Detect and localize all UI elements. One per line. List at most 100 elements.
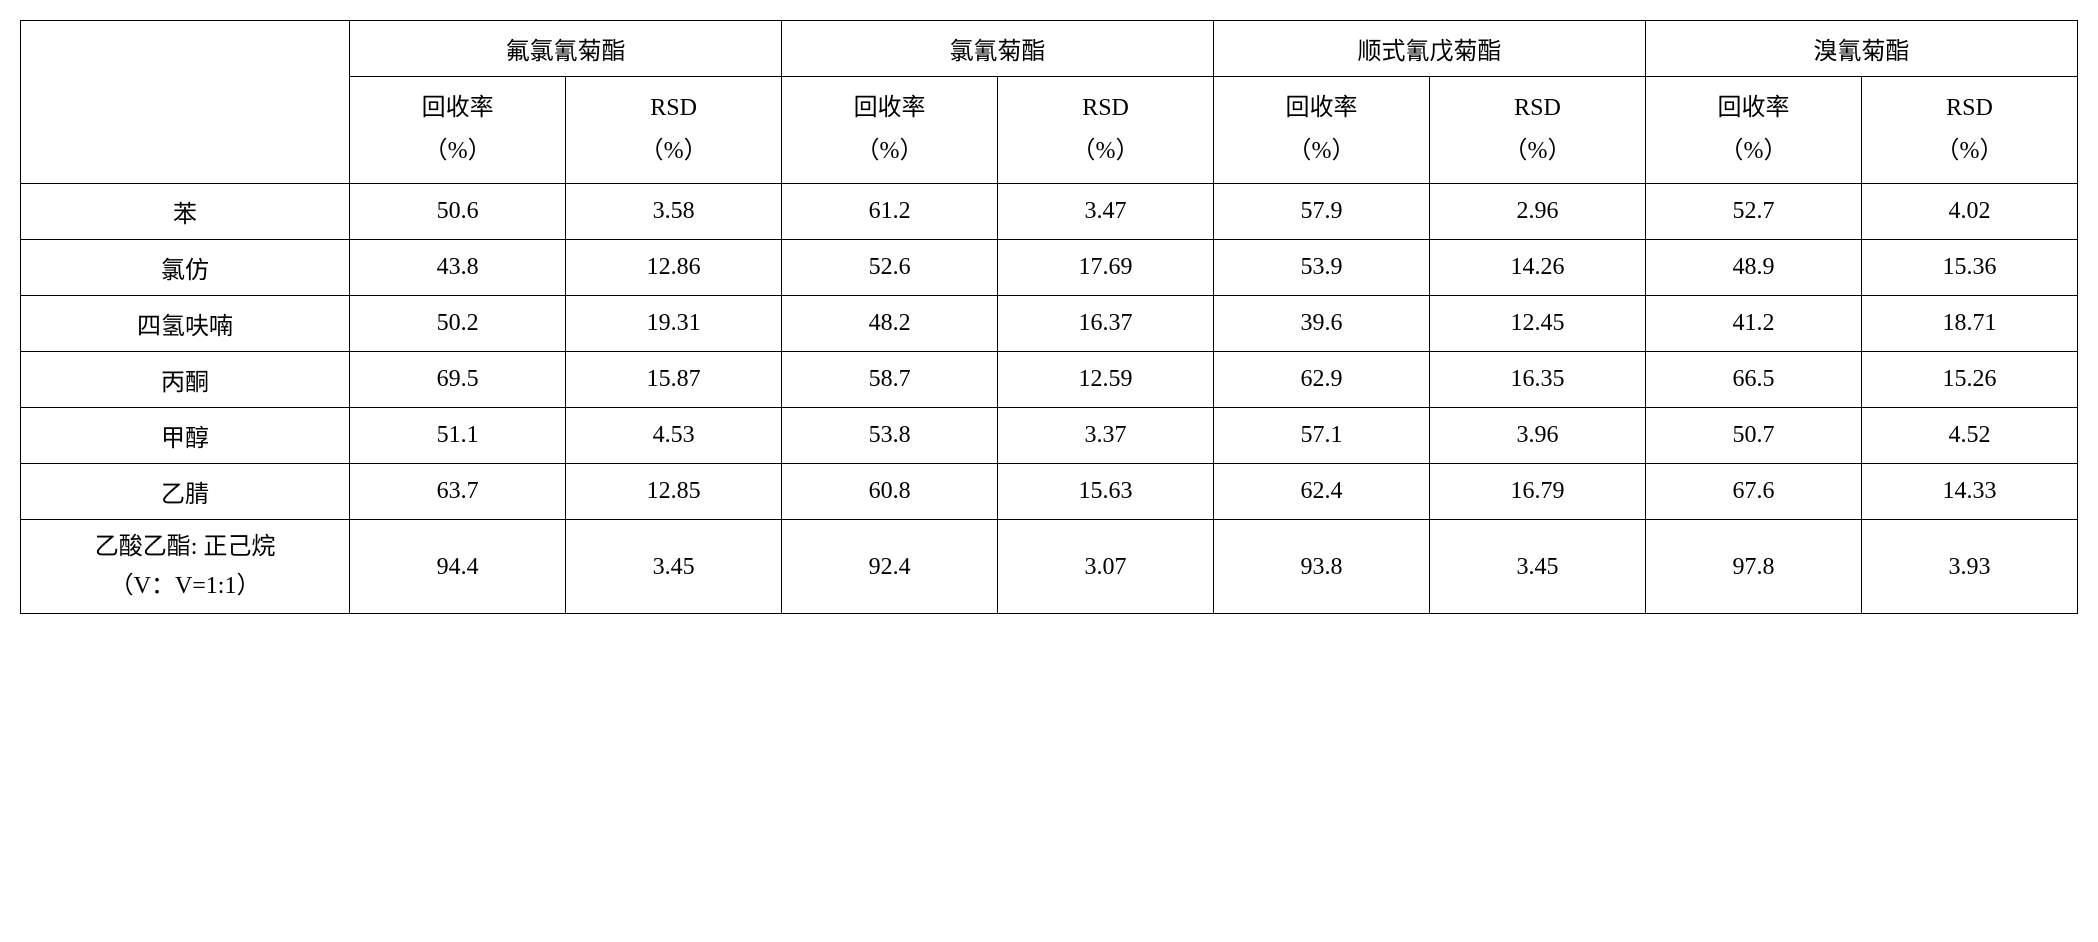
subheader-recovery: 回收率（%） bbox=[782, 77, 998, 184]
subheader-unit: （%） bbox=[1504, 138, 1572, 164]
subheader-label: 回收率 bbox=[1718, 95, 1790, 121]
subheader-label: 回收率 bbox=[422, 95, 494, 121]
cell-value: 14.33 bbox=[1862, 464, 2078, 520]
subheader-unit: （%） bbox=[1720, 138, 1788, 164]
row-label: 乙腈 bbox=[21, 464, 350, 520]
subheader-rsd: RSD （%） bbox=[566, 77, 782, 184]
table-row: 甲醇 51.1 4.53 53.8 3.37 57.1 3.96 50.7 4.… bbox=[21, 408, 2078, 464]
cell-value: 18.71 bbox=[1862, 296, 2078, 352]
col-header-1: 氟氯氰菊酯 bbox=[350, 21, 782, 77]
row-label: 氯仿 bbox=[21, 240, 350, 296]
row-label-line1: 乙酸乙酯: 正己烷 bbox=[95, 534, 276, 560]
cell-value: 16.37 bbox=[998, 296, 1214, 352]
cell-value: 4.02 bbox=[1862, 184, 2078, 240]
cell-value: 3.47 bbox=[998, 184, 1214, 240]
cell-value: 3.45 bbox=[566, 520, 782, 614]
cell-value: 15.87 bbox=[566, 352, 782, 408]
cell-value: 2.96 bbox=[1430, 184, 1646, 240]
cell-value: 14.26 bbox=[1430, 240, 1646, 296]
cell-value: 19.31 bbox=[566, 296, 782, 352]
subheader-label: 回收率 bbox=[1286, 95, 1358, 121]
data-table: 氟氯氰菊酯 氯氰菊酯 顺式氰戊菊酯 溴氰菊酯 回收率 （%） RSD （%） 回收率… bbox=[20, 20, 2078, 614]
cell-value: 15.63 bbox=[998, 464, 1214, 520]
row-label: 丙酮 bbox=[21, 352, 350, 408]
subheader-label: 回收率 bbox=[854, 95, 926, 121]
cell-value: 66.5 bbox=[1646, 352, 1862, 408]
cell-value: 3.37 bbox=[998, 408, 1214, 464]
subheader-unit: （%） bbox=[1936, 138, 2004, 164]
row-label-line2: （V：V=1:1） bbox=[110, 573, 261, 599]
cell-value: 15.26 bbox=[1862, 352, 2078, 408]
subheader-rsd: RSD （%） bbox=[1862, 77, 2078, 184]
cell-value: 12.45 bbox=[1430, 296, 1646, 352]
cell-value: 53.9 bbox=[1214, 240, 1430, 296]
cell-value: 4.52 bbox=[1862, 408, 2078, 464]
cell-value: 41.2 bbox=[1646, 296, 1862, 352]
subheader-rsd: RSD （%） bbox=[998, 77, 1214, 184]
cell-value: 57.9 bbox=[1214, 184, 1430, 240]
row-label: 甲醇 bbox=[21, 408, 350, 464]
cell-value: 17.69 bbox=[998, 240, 1214, 296]
cell-value: 52.7 bbox=[1646, 184, 1862, 240]
cell-value: 3.45 bbox=[1430, 520, 1646, 614]
cell-value: 62.4 bbox=[1214, 464, 1430, 520]
subheader-label: RSD bbox=[650, 95, 697, 121]
cell-value: 60.8 bbox=[782, 464, 998, 520]
cell-value: 43.8 bbox=[350, 240, 566, 296]
cell-value: 16.35 bbox=[1430, 352, 1646, 408]
table-row: 四氢呋喃 50.2 19.31 48.2 16.37 39.6 12.45 41… bbox=[21, 296, 2078, 352]
table-row: 乙酸乙酯: 正己烷 （V：V=1:1） 94.4 3.45 92.4 3.07 9… bbox=[21, 520, 2078, 614]
cell-value: 48.9 bbox=[1646, 240, 1862, 296]
cell-value: 48.2 bbox=[782, 296, 998, 352]
col-header-2: 氯氰菊酯 bbox=[782, 21, 1214, 77]
col-header-4: 溴氰菊酯 bbox=[1646, 21, 2078, 77]
cell-value: 50.7 bbox=[1646, 408, 1862, 464]
cell-value: 4.53 bbox=[566, 408, 782, 464]
subheader-unit: （%） bbox=[424, 138, 492, 164]
empty-header-cell bbox=[21, 21, 350, 184]
cell-value: 97.8 bbox=[1646, 520, 1862, 614]
row-label: 四氢呋喃 bbox=[21, 296, 350, 352]
subheader-unit: （%） bbox=[1288, 138, 1356, 164]
header-row-1: 氟氯氰菊酯 氯氰菊酯 顺式氰戊菊酯 溴氰菊酯 bbox=[21, 21, 2078, 77]
subheader-recovery: 回收率 （%） bbox=[350, 77, 566, 184]
cell-value: 51.1 bbox=[350, 408, 566, 464]
table-row: 乙腈 63.7 12.85 60.8 15.63 62.4 16.79 67.6… bbox=[21, 464, 2078, 520]
subheader-label: RSD bbox=[1514, 95, 1561, 121]
cell-value: 50.6 bbox=[350, 184, 566, 240]
cell-value: 3.93 bbox=[1862, 520, 2078, 614]
row-label-multiline: 乙酸乙酯: 正己烷 （V：V=1:1） bbox=[21, 520, 350, 614]
subheader-unit: （%） bbox=[1072, 138, 1140, 164]
cell-value: 67.6 bbox=[1646, 464, 1862, 520]
cell-value: 3.96 bbox=[1430, 408, 1646, 464]
subheader-label: RSD bbox=[1946, 95, 1993, 121]
cell-value: 94.4 bbox=[350, 520, 566, 614]
subheader-recovery: 回收率 （%） bbox=[1646, 77, 1862, 184]
table-row: 苯 50.6 3.58 61.2 3.47 57.9 2.96 52.7 4.0… bbox=[21, 184, 2078, 240]
cell-value: 52.6 bbox=[782, 240, 998, 296]
cell-value: 12.86 bbox=[566, 240, 782, 296]
cell-value: 63.7 bbox=[350, 464, 566, 520]
table-row: 丙酮 69.5 15.87 58.7 12.59 62.9 16.35 66.5… bbox=[21, 352, 2078, 408]
cell-value: 92.4 bbox=[782, 520, 998, 614]
cell-value: 12.85 bbox=[566, 464, 782, 520]
subheader-label: RSD bbox=[1082, 95, 1129, 121]
subheader-rsd: RSD （%） bbox=[1430, 77, 1646, 184]
cell-value: 3.58 bbox=[566, 184, 782, 240]
cell-value: 61.2 bbox=[782, 184, 998, 240]
cell-value: 50.2 bbox=[350, 296, 566, 352]
cell-value: 3.07 bbox=[998, 520, 1214, 614]
table-body: 苯 50.6 3.58 61.2 3.47 57.9 2.96 52.7 4.0… bbox=[21, 184, 2078, 614]
subheader-recovery: 回收率 （%） bbox=[1214, 77, 1430, 184]
subheader-unit: （%） bbox=[640, 138, 708, 164]
cell-value: 69.5 bbox=[350, 352, 566, 408]
cell-value: 62.9 bbox=[1214, 352, 1430, 408]
table-row: 氯仿 43.8 12.86 52.6 17.69 53.9 14.26 48.9… bbox=[21, 240, 2078, 296]
cell-value: 93.8 bbox=[1214, 520, 1430, 614]
cell-value: 58.7 bbox=[782, 352, 998, 408]
row-label: 苯 bbox=[21, 184, 350, 240]
col-header-3: 顺式氰戊菊酯 bbox=[1214, 21, 1646, 77]
cell-value: 16.79 bbox=[1430, 464, 1646, 520]
cell-value: 53.8 bbox=[782, 408, 998, 464]
cell-value: 12.59 bbox=[998, 352, 1214, 408]
